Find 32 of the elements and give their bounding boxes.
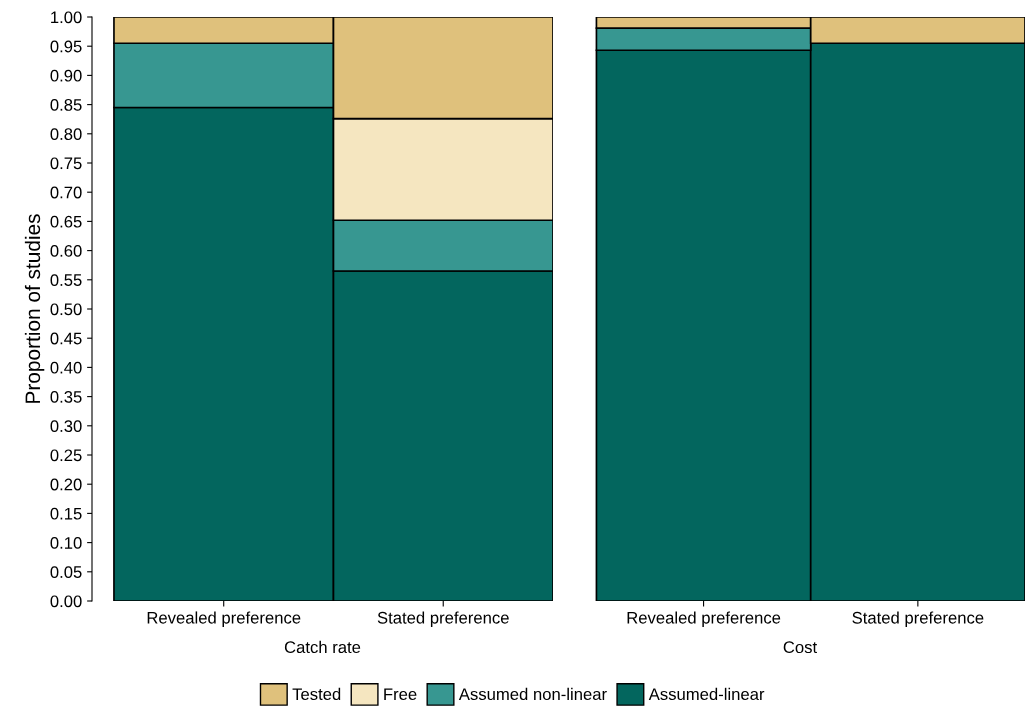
y-axis-title: Proportion of studies — [24, 214, 45, 403]
legend-label: Free — [384, 688, 417, 701]
y-tick-label: 0.20 — [50, 478, 82, 491]
y-tick-label: 0.65 — [50, 215, 82, 228]
y-tick-label: 0.00 — [50, 595, 82, 608]
legend-label: Tested — [292, 687, 341, 701]
y-tick-label: 0.05 — [50, 566, 82, 578]
y-tick-label: 0.75 — [50, 157, 82, 170]
x-tick-label: Revealed preference — [627, 611, 781, 627]
legend-label: Assumed-linear — [648, 687, 765, 701]
y-tick-label: 1.00 — [51, 11, 82, 24]
y-tick-label: 0.60 — [50, 245, 82, 257]
y-tick-label: 0.25 — [50, 449, 82, 462]
x-axis-title: Catch rate — [284, 640, 361, 654]
y-tick-label: 0.70 — [50, 186, 82, 199]
y-tick-label: 0.50 — [50, 303, 82, 316]
y-tick-label: 0.85 — [50, 99, 82, 111]
x-axis-title: Cost — [783, 641, 818, 654]
x-tick-label: Stated preference — [377, 611, 509, 627]
y-tick-label: 0.40 — [50, 361, 82, 374]
y-tick-label: 0.55 — [50, 274, 82, 286]
y-tick-label: 0.90 — [50, 69, 82, 82]
y-tick-label: 0.80 — [50, 128, 82, 140]
y-tick-label: 0.10 — [50, 537, 82, 549]
x-tick-label: Revealed preference — [147, 611, 301, 627]
y-tick-label: 0.30 — [50, 420, 82, 432]
legend-label: Assumed non-linear — [458, 687, 607, 701]
y-tick-label: 0.45 — [50, 332, 82, 345]
y-tick-label: 0.15 — [50, 507, 82, 520]
y-tick-label: 0.35 — [50, 391, 82, 403]
x-tick-label: Stated preference — [852, 611, 984, 627]
y-tick-label: 0.95 — [50, 40, 82, 53]
